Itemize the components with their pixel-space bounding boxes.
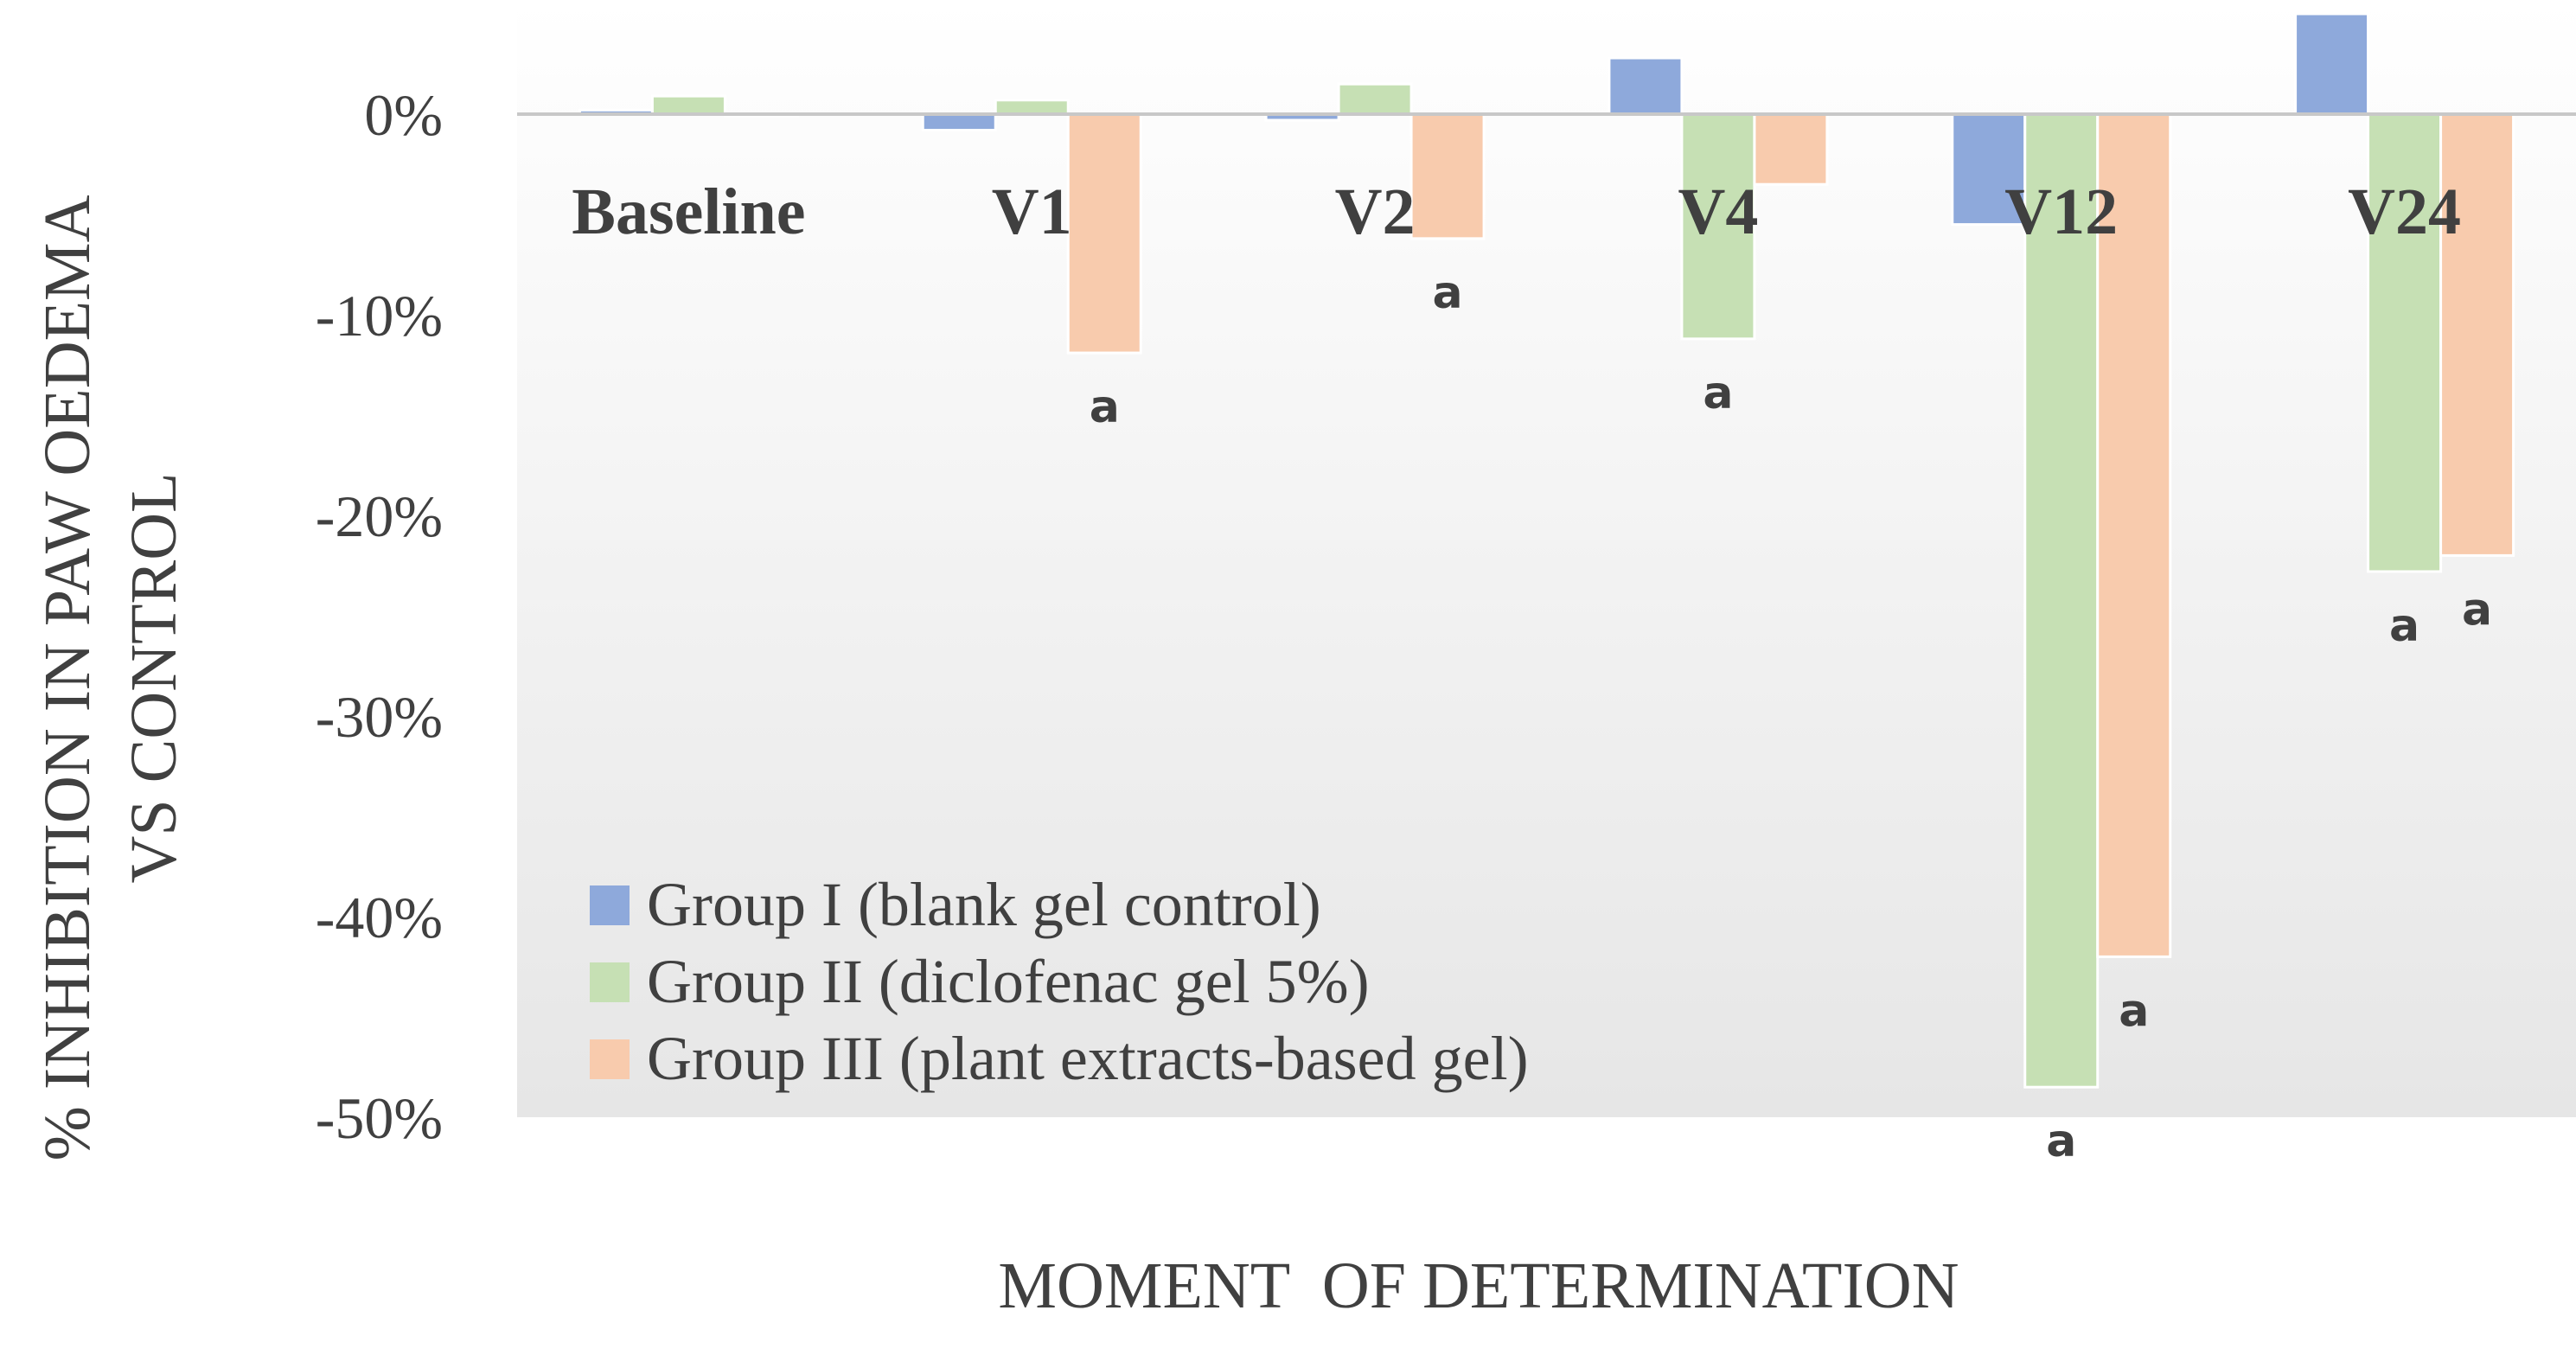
bar-group-i-v24 [2294, 12, 2370, 116]
significance-label: a [2046, 1115, 2076, 1167]
y-axis-title-line-2: VS CONTROL [118, 472, 190, 883]
bars-layer [578, 12, 2515, 1089]
x-tick-label: V12 [2004, 176, 2118, 248]
x-tick-label: V24 [2348, 176, 2461, 248]
y-tick-label: -20% [316, 483, 443, 549]
y-axis-title: % INHIBITION IN PAW OEDEMA VS CONTROL [31, 195, 190, 1160]
legend: Group I (blank gel control) Group II (dic… [590, 870, 1529, 1093]
category-labels: Baseline V1 V2 V4 V12 V24 [572, 176, 2461, 248]
x-tick-label: V4 [1678, 176, 1758, 248]
significance-label: a [1090, 381, 1120, 433]
bar-group-iii-v1 [1066, 112, 1142, 355]
y-axis-title-line-1: % INHIBITION IN PAW OEDEMA [31, 195, 104, 1160]
y-tick-label: -50% [316, 1085, 443, 1151]
bar-group-iii-v2 [1409, 112, 1486, 240]
y-tick-label: 0% [364, 82, 443, 148]
bar-group-iii-v4 [1753, 112, 1829, 186]
legend-swatch [590, 1039, 630, 1079]
bar-group-i-v1 [921, 112, 997, 132]
significance-label: a [2462, 584, 2492, 636]
x-tick-label: V2 [1335, 176, 1416, 248]
bar-group-i-v4 [1608, 56, 1684, 116]
y-tick-label: -30% [316, 684, 443, 750]
x-axis-title: MOMENT OF DETERMINATION [998, 1250, 1959, 1322]
significance-label: a [1703, 368, 1733, 419]
bar-group-ii-baseline [650, 94, 726, 116]
y-tick-label: -10% [316, 283, 443, 348]
bar-group-ii-v2 [1337, 82, 1413, 116]
bar-group-ii-v1 [994, 99, 1070, 116]
x-tick-label: Baseline [572, 176, 805, 248]
legend-label: Group III (plant extracts-based gel) [647, 1024, 1529, 1093]
legend-label: Group I (blank gel control) [647, 870, 1321, 939]
y-tick-label: -40% [316, 885, 443, 950]
legend-swatch [590, 885, 630, 925]
significance-label: a [2389, 600, 2419, 652]
significance-label: a [2119, 985, 2149, 1037]
significance-label: a [1433, 267, 1463, 319]
y-axis-ticks: 0% -10% -20% -30% -40% -50% [316, 82, 443, 1151]
plot-area [517, 0, 2576, 1117]
bar-group-ii-v12 [2023, 112, 2100, 1089]
legend-label: Group II (diclofenac gel 5%) [647, 947, 1370, 1016]
legend-swatch [590, 962, 630, 1002]
bar-group-iii-v24 [2439, 112, 2515, 557]
x-tick-label: V1 [992, 176, 1072, 248]
